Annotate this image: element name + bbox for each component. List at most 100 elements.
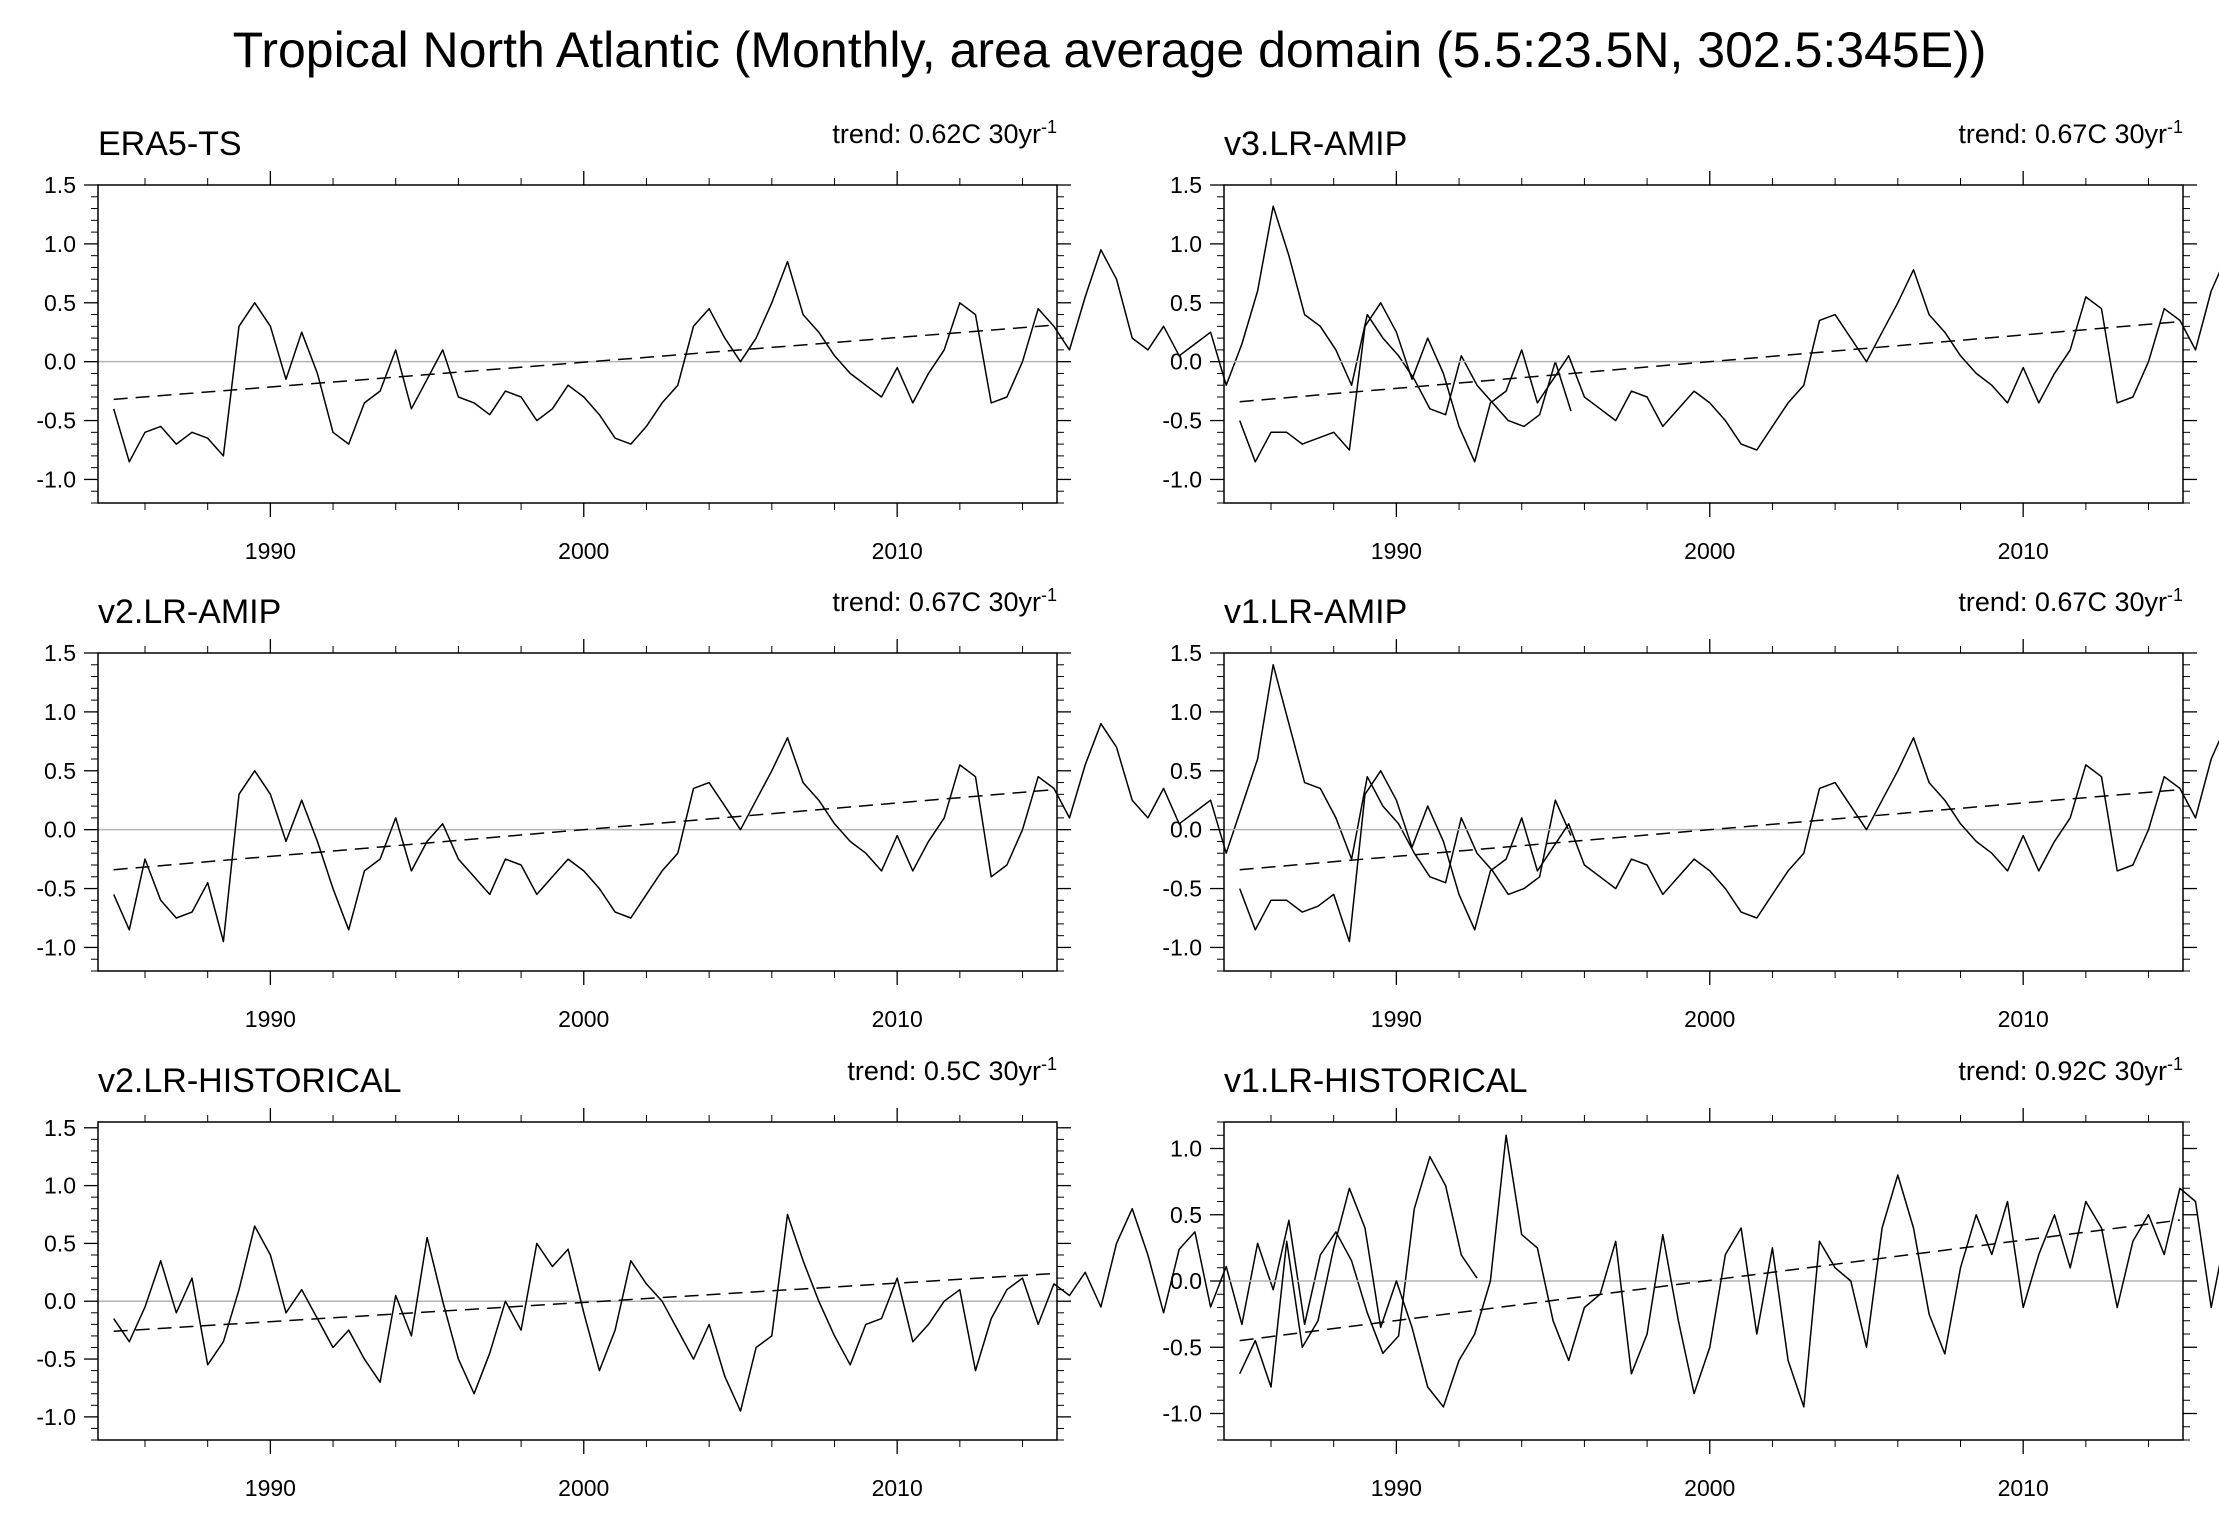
- trend-label-exponent: -1: [1041, 1054, 1057, 1074]
- y-tick-label: 1.5: [44, 172, 76, 198]
- trend-label: trend: 0.67C 30yr-1: [1958, 117, 2183, 149]
- trend-label: trend: 0.92C 30yr-1: [1958, 1054, 2183, 1086]
- x-tick-label: 1990: [1371, 1475, 1422, 1501]
- figure-title: Tropical North Atlantic (Monthly, area a…: [232, 22, 1987, 78]
- trend-label-exponent: -1: [2167, 117, 2183, 137]
- y-tick-label: 0.5: [44, 758, 76, 784]
- trend-line: [113, 788, 1054, 871]
- trend-label-text: trend: 0.62C 30yr: [832, 119, 1041, 149]
- y-tick-label: -1.0: [1162, 1401, 1202, 1427]
- y-tick-label: 1.0: [1170, 231, 1202, 257]
- x-tick-label: 2010: [872, 1475, 923, 1501]
- x-tick-label: 1990: [245, 538, 296, 564]
- panel-title: v3.LR-AMIP: [1224, 125, 1407, 163]
- x-tick-label: 1990: [245, 1475, 296, 1501]
- y-tick-label: -1.0: [36, 466, 76, 492]
- panel-1: ERA5-TS trend: 0.62C 30yr-1 -1.0 -0.5 0.0 0.5…: [36, 117, 1572, 564]
- y-tick-label: -0.5: [1162, 408, 1202, 434]
- trend-label: trend: 0.67C 30yr-1: [832, 585, 1057, 617]
- trend-line: [113, 324, 1054, 401]
- plot-frame: [97, 652, 1058, 972]
- x-tick-label: 1990: [1371, 538, 1422, 564]
- x-tick-label: 2000: [1684, 538, 1735, 564]
- plot-frame: [97, 1121, 1058, 1441]
- trend-label-text: trend: 0.67C 30yr: [1958, 587, 2167, 617]
- series-line: [1238, 269, 2219, 463]
- y-tick-label: -0.5: [36, 876, 76, 902]
- y-tick-label: 1.0: [44, 699, 76, 725]
- y-tick-label: -0.5: [1162, 1334, 1202, 1360]
- series-line: [113, 1155, 1478, 1412]
- series-line: [112, 205, 1572, 463]
- series-line: [1239, 1134, 2219, 1408]
- y-tick-label: -0.5: [1162, 876, 1202, 902]
- panel-title: v1.LR-AMIP: [1224, 593, 1407, 631]
- y-tick-label: 0.0: [44, 1288, 76, 1314]
- series-line: [113, 664, 1572, 943]
- trend-label: trend: 0.67C 30yr-1: [1958, 585, 2183, 617]
- y-tick-label: 1.0: [1170, 1136, 1202, 1162]
- x-tick-label: 2000: [558, 1475, 609, 1501]
- x-tick-label: 2000: [1684, 1475, 1735, 1501]
- y-tick-label: 0.0: [44, 349, 76, 375]
- trend-label-exponent: -1: [2167, 585, 2183, 605]
- trend-label-exponent: -1: [1041, 117, 1057, 137]
- y-tick-label: -1.0: [1162, 934, 1202, 960]
- trend-label-text: trend: 0.92C 30yr: [1958, 1056, 2167, 1086]
- y-tick-label: 0.5: [1170, 758, 1202, 784]
- y-tick-label: 0.5: [44, 1230, 76, 1256]
- x-tick-label: 2000: [1684, 1006, 1735, 1032]
- y-tick-label: 0.5: [1170, 290, 1202, 316]
- y-tick-label: 1.5: [44, 640, 76, 666]
- y-tick-label: 1.0: [1170, 699, 1202, 725]
- y-tick-label: 1.5: [1170, 172, 1202, 198]
- y-tick-label: 0.0: [44, 817, 76, 843]
- y-tick-label: 0.5: [1170, 1202, 1202, 1228]
- y-tick-label: 1.5: [1170, 640, 1202, 666]
- y-tick-label: 1.5: [44, 1115, 76, 1141]
- panel-title: v2.LR-HISTORICAL: [98, 1062, 402, 1100]
- x-tick-label: 1990: [1371, 1006, 1422, 1032]
- panel-title: v1.LR-HISTORICAL: [1224, 1062, 1528, 1100]
- trend-line: [1239, 320, 2180, 403]
- x-tick-label: 1990: [245, 1006, 296, 1032]
- trend-line: [113, 1272, 1054, 1333]
- trend-label-exponent: -1: [2167, 1054, 2183, 1074]
- plot-frame: [97, 184, 1058, 504]
- trend-line: [1239, 788, 2180, 871]
- x-tick-label: 2010: [1998, 1475, 2049, 1501]
- y-tick-label: 0.0: [1170, 1268, 1202, 1294]
- y-tick-label: 0.0: [1170, 817, 1202, 843]
- x-tick-label: 2010: [872, 538, 923, 564]
- panel-title: v2.LR-AMIP: [98, 593, 281, 631]
- y-tick-label: -0.5: [36, 408, 76, 434]
- trend-label-text: trend: 0.5C 30yr: [847, 1056, 1041, 1086]
- y-tick-label: -1.0: [1162, 466, 1202, 492]
- y-tick-label: -0.5: [36, 1346, 76, 1372]
- x-tick-label: 2000: [558, 538, 609, 564]
- plot-frame: [1223, 184, 2184, 504]
- y-tick-label: 1.0: [44, 1173, 76, 1199]
- trend-label-exponent: -1: [1041, 585, 1057, 605]
- trend-line: [1239, 1219, 2180, 1342]
- trend-label: trend: 0.62C 30yr-1: [832, 117, 1057, 149]
- y-tick-label: 0.5: [44, 290, 76, 316]
- plot-frame: [1223, 652, 2184, 972]
- y-tick-label: -1.0: [36, 1404, 76, 1430]
- x-tick-label: 2010: [872, 1006, 923, 1032]
- panel-2: v3.LR-AMIP trend: 0.67C 30yr-1 -1.0 -0.5 0.0…: [1162, 117, 2219, 564]
- y-tick-label: -1.0: [36, 934, 76, 960]
- panel-3: v2.LR-AMIP trend: 0.67C 30yr-1 -1.0 -0.5 0.0…: [36, 585, 1572, 1032]
- trend-label-text: trend: 0.67C 30yr: [1958, 119, 2167, 149]
- x-tick-label: 2010: [1998, 1006, 2049, 1032]
- x-tick-label: 2010: [1998, 538, 2049, 564]
- series-line: [1238, 737, 2219, 943]
- panel-4: v1.LR-AMIP trend: 0.67C 30yr-1 -1.0 -0.5 0.0…: [1162, 585, 2219, 1032]
- y-tick-label: 1.0: [44, 231, 76, 257]
- trend-label: trend: 0.5C 30yr-1: [847, 1054, 1057, 1086]
- panel-5: v2.LR-HISTORICAL trend: 0.5C 30yr-1 -1.0 -0…: [36, 1054, 1478, 1501]
- panel-title: ERA5-TS: [98, 125, 242, 163]
- trend-label-text: trend: 0.67C 30yr: [832, 587, 1041, 617]
- panel-6: v1.LR-HISTORICAL trend: 0.92C 30yr-1 -1.0 -…: [1162, 1054, 2219, 1501]
